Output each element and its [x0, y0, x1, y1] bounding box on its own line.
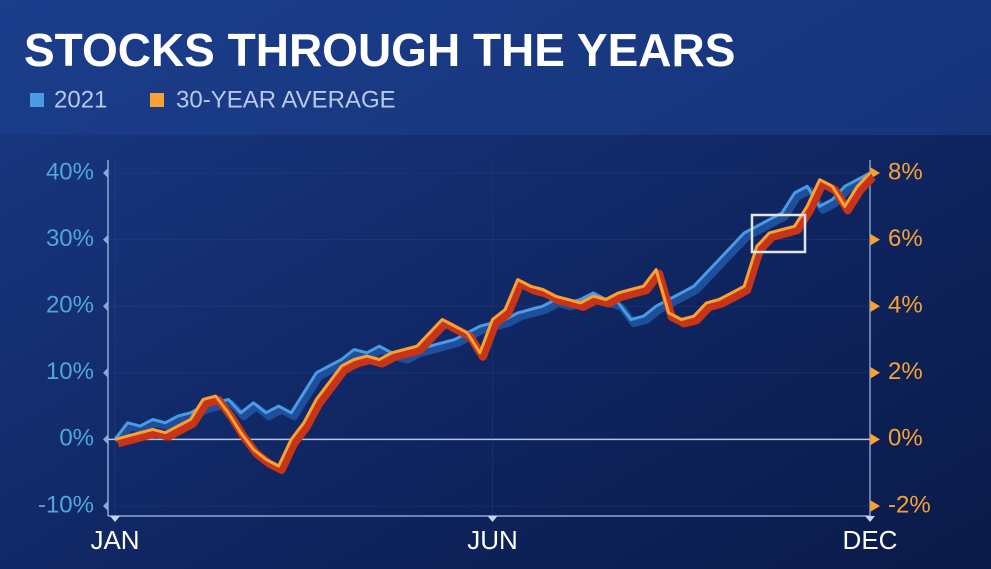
y2-tick-mark	[870, 500, 880, 512]
x-tick-mark	[865, 516, 875, 522]
y-tick-label: 10%	[46, 358, 94, 385]
y2-tick-mark	[870, 233, 880, 246]
y2-tick-mark	[870, 167, 880, 179]
y2-tick-mark	[870, 300, 880, 313]
legend-label: 2021	[54, 86, 107, 113]
y-tick-label: 20%	[46, 292, 94, 319]
chart-title: STOCKS THROUGH THE YEARS	[24, 24, 735, 76]
highlight-box	[750, 213, 807, 254]
y2-tick-label: 4%	[888, 292, 923, 319]
x-tick-mark	[487, 516, 498, 522]
y2-tick-label: 6%	[888, 225, 923, 252]
y2-tick-label: 8%	[888, 158, 923, 185]
series-line	[114, 171, 872, 468]
y-tick-mark	[103, 234, 108, 245]
y-tick-label: 40%	[46, 158, 94, 185]
y-tick-label: -10%	[38, 491, 94, 518]
y-tick-mark	[103, 168, 108, 178]
y2-tick-mark	[870, 433, 880, 446]
legend-swatch	[150, 93, 164, 107]
y2-tick-mark	[870, 366, 880, 379]
y-tick-mark	[103, 501, 108, 511]
y-tick-mark	[103, 367, 108, 378]
y-tick-mark	[103, 301, 108, 312]
header-band	[0, 0, 991, 135]
legend-swatch	[30, 93, 44, 107]
y2-tick-label: 2%	[888, 358, 923, 385]
y-tick-label: 30%	[46, 225, 94, 252]
x-tick-label: JAN	[90, 525, 139, 555]
y-tick-mark	[103, 434, 108, 445]
x-tick-label: DEC	[843, 525, 898, 555]
x-tick-mark	[110, 516, 120, 522]
legend-label: 30-YEAR AVERAGE	[176, 86, 396, 113]
x-tick-label: JUN	[467, 525, 518, 555]
plot: -10% 0% 10% 20% 30% 40% -2% 0% 2% 4% 6% 8% JAN JUN DEC	[38, 158, 931, 555]
y-tick-label: 0%	[59, 425, 94, 452]
y2-tick-label: 0%	[888, 425, 923, 452]
y2-tick-label: -2%	[888, 491, 931, 518]
